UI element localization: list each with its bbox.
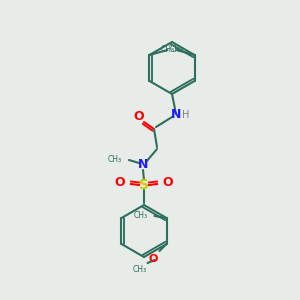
Text: O: O	[134, 110, 144, 124]
Text: N: N	[171, 107, 181, 121]
Text: CH₃: CH₃	[133, 266, 147, 274]
Text: S: S	[139, 178, 149, 192]
Text: CH₃: CH₃	[160, 46, 175, 55]
Text: CH₃: CH₃	[134, 211, 148, 220]
Text: O: O	[115, 176, 125, 190]
Text: H: H	[182, 110, 190, 120]
Text: N: N	[138, 158, 148, 172]
Text: CH₃: CH₃	[108, 154, 122, 164]
Text: CH₃: CH₃	[169, 46, 184, 55]
Text: O: O	[149, 254, 158, 264]
Text: O: O	[163, 176, 173, 190]
